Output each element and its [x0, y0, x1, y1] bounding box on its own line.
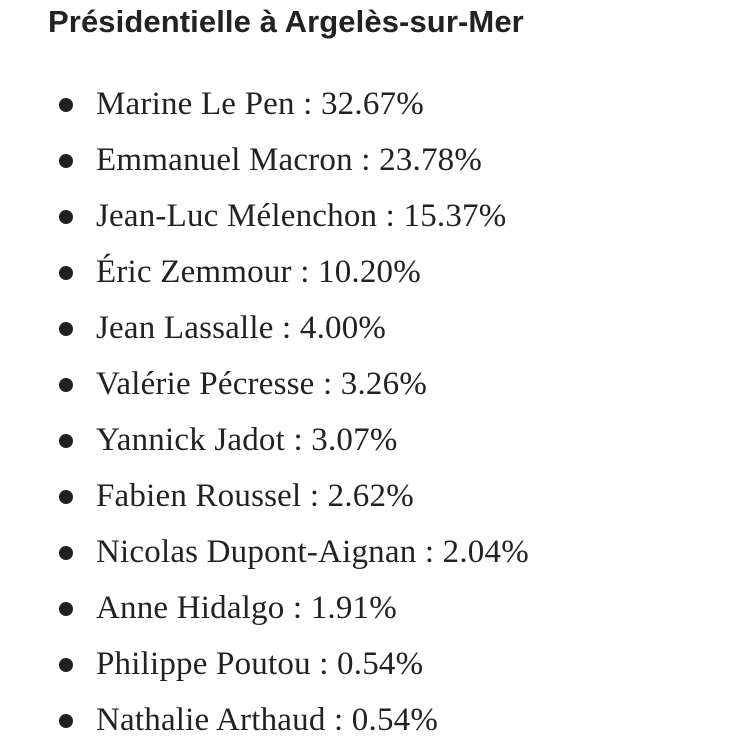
bullet-icon	[59, 266, 73, 280]
result-text: Nathalie Arthaud : 0.54%	[96, 702, 439, 738]
bullet-icon	[59, 154, 73, 168]
bullet-icon	[59, 658, 73, 672]
bullet-icon	[59, 434, 73, 448]
result-text: Éric Zemmour : 10.20%	[96, 254, 421, 290]
result-text: Emmanuel Macron : 23.78%	[96, 142, 483, 178]
result-text: Philippe Poutou : 0.54%	[96, 646, 424, 682]
result-text: Fabien Roussel : 2.62%	[96, 478, 414, 514]
bullet-icon	[59, 98, 73, 112]
result-text: Yannick Jadot : 3.07%	[96, 422, 398, 458]
bullet-icon	[59, 322, 73, 336]
result-text: Valérie Pécresse : 3.26%	[96, 366, 428, 402]
result-text: Marine Le Pen : 32.67%	[96, 86, 424, 122]
result-text: Anne Hidalgo : 1.91%	[96, 590, 397, 626]
bullet-icon	[59, 378, 73, 392]
page-title: Présidentielle à Argelès-sur-Mer	[48, 4, 524, 39]
bullet-icon	[59, 602, 73, 616]
bullet-icon	[59, 546, 73, 560]
bullet-icon	[59, 490, 73, 504]
bullet-icon	[59, 714, 73, 728]
result-text: Jean Lassalle : 4.00%	[96, 310, 387, 346]
result-text: Nicolas Dupont-Aignan : 2.04%	[96, 534, 529, 570]
bullet-icon	[59, 210, 73, 224]
result-text: Jean-Luc Mélenchon : 15.37%	[96, 198, 507, 234]
